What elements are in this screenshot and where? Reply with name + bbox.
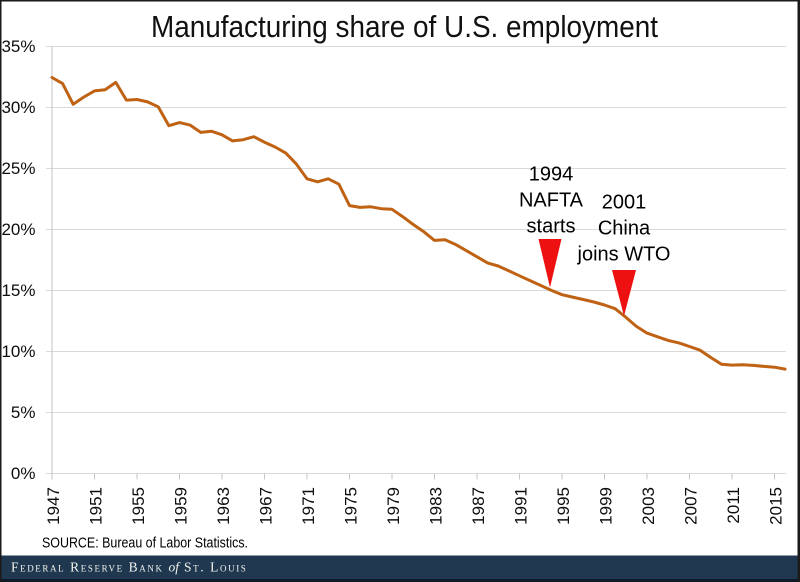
svg-text:1987: 1987	[469, 487, 488, 525]
svg-text:0%: 0%	[11, 464, 36, 483]
svg-text:Manufacturing share of U.S. em: Manufacturing share of U.S. employment	[151, 9, 658, 44]
svg-text:1963: 1963	[214, 487, 233, 525]
svg-text:1979: 1979	[384, 487, 403, 525]
svg-text:25%: 25%	[1, 159, 35, 178]
svg-text:1967: 1967	[257, 487, 276, 525]
svg-text:1999: 1999	[597, 487, 616, 525]
svg-text:35%: 35%	[1, 37, 35, 56]
svg-text:20%: 20%	[1, 220, 35, 239]
svg-text:NAFTA: NAFTA	[519, 190, 584, 212]
svg-text:1994: 1994	[529, 164, 574, 186]
svg-text:1955: 1955	[129, 487, 148, 525]
svg-text:Federal Reserve Bank of St. Lo: Federal Reserve Bank of St. Louis	[11, 560, 247, 575]
svg-text:1971: 1971	[299, 487, 318, 525]
svg-text:2011: 2011	[724, 487, 743, 524]
svg-text:SOURCE: Bureau of Labor Statis: SOURCE: Bureau of Labor Statistics.	[42, 535, 248, 552]
svg-text:30%: 30%	[1, 98, 35, 117]
svg-text:2003: 2003	[639, 487, 658, 525]
svg-text:1991: 1991	[512, 487, 531, 525]
svg-text:1983: 1983	[427, 487, 446, 525]
svg-text:joins WTO: joins WTO	[577, 244, 671, 266]
svg-text:15%: 15%	[1, 281, 35, 300]
svg-text:1995: 1995	[554, 487, 573, 525]
svg-text:2007: 2007	[682, 487, 701, 525]
svg-text:1947: 1947	[44, 487, 63, 525]
svg-text:2001: 2001	[602, 192, 647, 214]
svg-text:2015: 2015	[767, 487, 786, 525]
svg-text:5%: 5%	[11, 403, 36, 422]
svg-text:1951: 1951	[87, 487, 106, 525]
svg-text:1959: 1959	[172, 487, 191, 525]
svg-text:starts: starts	[527, 216, 576, 238]
svg-text:10%: 10%	[1, 342, 35, 361]
svg-text:China: China	[598, 218, 651, 240]
svg-text:1975: 1975	[342, 487, 361, 525]
